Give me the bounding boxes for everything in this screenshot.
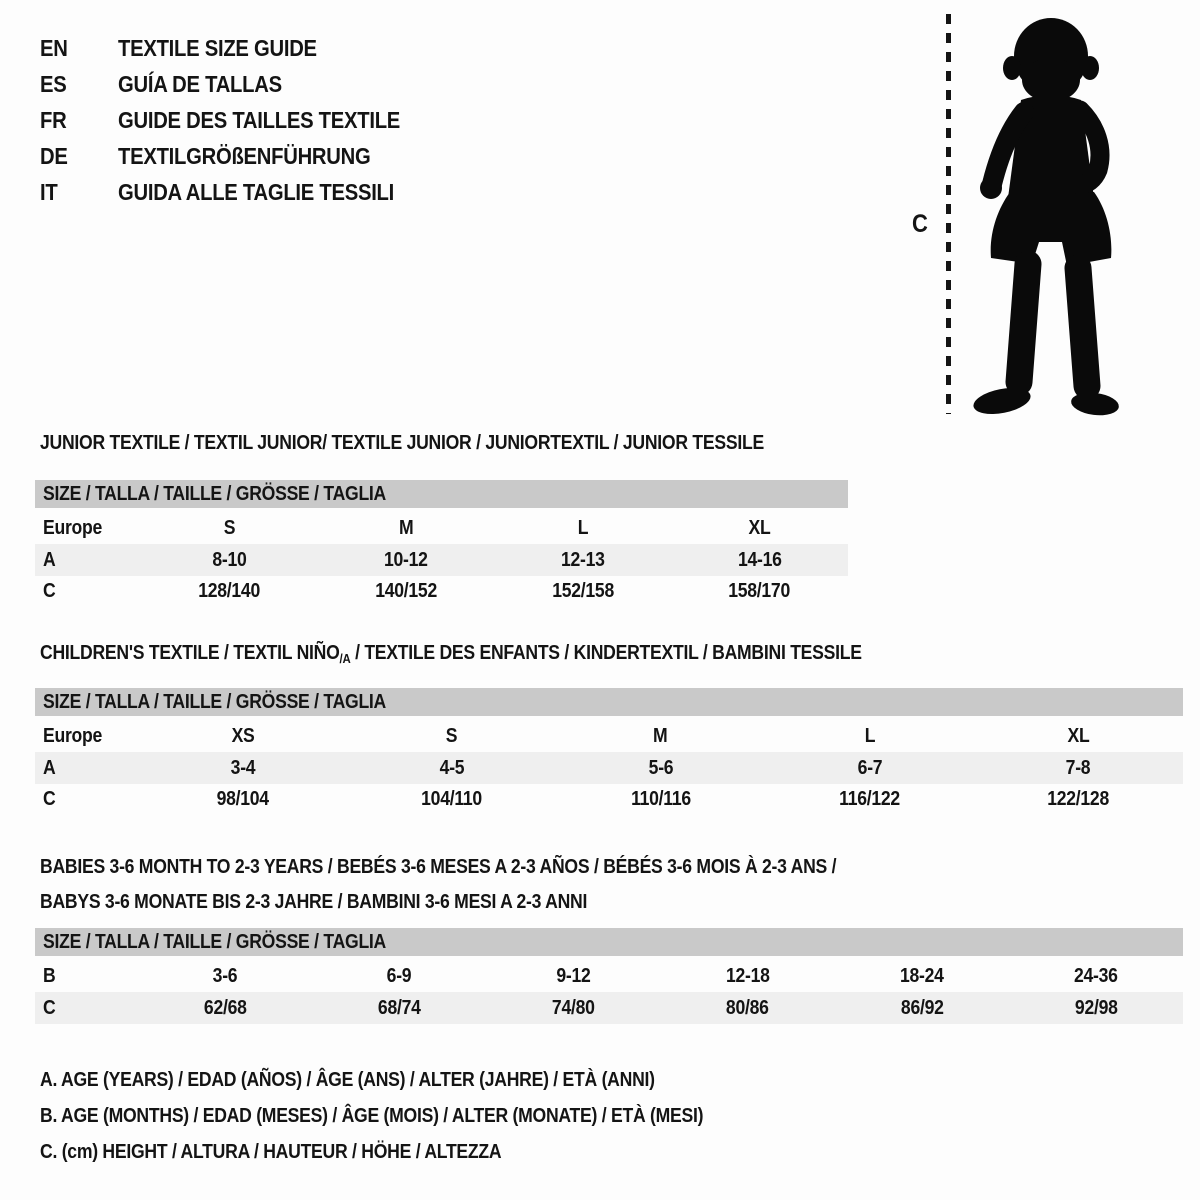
height-cell: 92/98 — [1074, 996, 1118, 1019]
table-row-height: C 128/140 140/152 152/158 158/170 — [35, 576, 848, 607]
size-cell: XL — [1067, 725, 1090, 747]
language-row-fr: FR GUIDE DES TAILLES TEXTILE — [40, 102, 439, 138]
language-row-es: ES GUÍA DE TALLAS — [40, 66, 439, 102]
size-cell: M — [653, 725, 668, 747]
table-row-europe: Europe S M L XL — [35, 513, 848, 544]
size-cell: S — [223, 517, 235, 539]
language-code: IT — [40, 178, 58, 205]
age-cell: 18-24 — [899, 965, 944, 987]
size-header-label: SIZE / TALLA / TAILLE / GRÖSSE / TAGLIA — [43, 482, 387, 505]
height-cell: 86/92 — [900, 996, 944, 1019]
table-row-europe: Europe XS S M L XL — [35, 721, 1183, 752]
footnotes: A. AGE (YEARS) / EDAD (AÑOS) / ÂGE (ANS)… — [40, 1062, 794, 1170]
size-cell: XL — [748, 517, 771, 539]
language-list: EN TEXTILE SIZE GUIDE ES GUÍA DE TALLAS … — [40, 30, 439, 210]
height-cell: 158/170 — [728, 580, 791, 602]
height-cell: 68/74 — [378, 996, 421, 1019]
language-code: ES — [40, 70, 67, 97]
junior-section-title: JUNIOR TEXTILE / TEXTIL JUNIOR/ TEXTILE … — [40, 432, 764, 454]
row-label: C — [43, 996, 56, 1019]
age-cell: 9-12 — [556, 965, 591, 987]
language-row-it: IT GUIDA ALLE TAGLIE TESSILI — [40, 174, 439, 210]
children-section-title: CHILDREN'S TEXTILE / TEXTIL NIÑO/A / TEX… — [40, 642, 862, 666]
height-cell: 74/80 — [552, 996, 595, 1019]
size-cell: L — [577, 517, 588, 539]
height-dashed-line — [946, 14, 951, 414]
age-cell: 6-7 — [857, 756, 882, 779]
age-cell: 3-6 — [213, 965, 238, 987]
language-row-en: EN TEXTILE SIZE GUIDE — [40, 30, 439, 66]
language-label: TEXTILE SIZE GUIDE — [118, 34, 317, 61]
size-cell: XS — [231, 725, 255, 747]
children-size-table: SIZE / TALLA / TAILLE / GRÖSSE / TAGLIA … — [35, 688, 1183, 815]
age-cell: 6-9 — [387, 965, 412, 987]
age-cell: 3-4 — [230, 756, 256, 779]
age-cell: 12-18 — [725, 965, 770, 987]
size-header-band: SIZE / TALLA / TAILLE / GRÖSSE / TAGLIA — [35, 480, 848, 508]
size-header-band: SIZE / TALLA / TAILLE / GRÖSSE / TAGLIA — [35, 688, 1183, 716]
height-cell: 116/122 — [839, 788, 900, 810]
height-cell: 98/104 — [216, 788, 270, 810]
footnote-c: C. (cm) HEIGHT / ALTURA / HAUTEUR / HÖHE… — [40, 1140, 502, 1163]
table-row-age: A 8-10 10-12 12-13 14-16 — [35, 544, 848, 576]
height-cell: 140/152 — [375, 580, 437, 602]
language-label: TEXTILGRÖßENFÜHRUNG — [118, 142, 371, 169]
age-cell: 7-8 — [1066, 756, 1091, 779]
language-code: DE — [40, 142, 68, 169]
age-cell: 24-36 — [1074, 965, 1118, 987]
row-label: C — [43, 580, 56, 602]
age-cell: 10-12 — [384, 548, 428, 571]
height-cell: 62/68 — [203, 996, 247, 1019]
babies-section-title-line1: BABIES 3-6 MONTH TO 2-3 YEARS / BEBÉS 3-… — [40, 856, 837, 878]
toddler-silhouette-icon — [973, 18, 1119, 416]
row-label: C — [43, 788, 56, 810]
row-label: B — [43, 965, 56, 987]
language-label: GUÍA DE TALLAS — [118, 70, 282, 97]
table-row-age-months: B 3-6 6-9 9-12 12-18 18-24 24-36 — [35, 961, 1183, 992]
row-label: Europe — [43, 725, 103, 747]
title-subscript: /A — [339, 651, 351, 666]
age-cell: 12-13 — [560, 548, 605, 571]
height-cell: 152/158 — [551, 580, 614, 602]
size-header-band: SIZE / TALLA / TAILLE / GRÖSSE / TAGLIA — [35, 928, 1183, 956]
height-cell: 80/86 — [726, 996, 770, 1019]
table-row-height: C 62/68 68/74 74/80 80/86 86/92 92/98 — [35, 992, 1183, 1024]
language-code: FR — [40, 106, 67, 133]
table-row-age: A 3-4 4-5 5-6 6-7 7-8 — [35, 752, 1183, 784]
age-cell: 5-6 — [648, 756, 673, 779]
height-cell: 128/140 — [198, 580, 260, 602]
size-cell: L — [864, 725, 875, 747]
size-header-label: SIZE / TALLA / TAILLE / GRÖSSE / TAGLIA — [43, 930, 387, 953]
age-cell: 14-16 — [737, 548, 782, 571]
toddler-silhouette-image — [962, 12, 1140, 422]
babies-section-title-line2: BABYS 3-6 MONATE BIS 2-3 JAHRE / BAMBINI… — [40, 891, 588, 913]
size-cell: S — [445, 725, 458, 747]
size-header-label: SIZE / TALLA / TAILLE / GRÖSSE / TAGLIA — [43, 690, 387, 713]
height-cell: 122/128 — [1047, 788, 1110, 810]
age-cell: 4-5 — [439, 756, 465, 779]
language-label: GUIDE DES TAILLES TEXTILE — [118, 106, 401, 133]
language-label: GUIDA ALLE TAGLIE TESSILI — [118, 178, 395, 205]
height-cell: 110/116 — [630, 788, 691, 810]
height-measure-label: C — [912, 210, 928, 238]
language-row-de: DE TEXTILGRÖßENFÜHRUNG — [40, 138, 439, 174]
footnote-a: A. AGE (YEARS) / EDAD (AÑOS) / ÂGE (ANS)… — [40, 1068, 655, 1091]
age-cell: 8-10 — [212, 548, 247, 571]
table-row-height: C 98/104 104/110 110/116 116/122 122/128 — [35, 784, 1183, 815]
language-code: EN — [40, 34, 68, 61]
size-cell: M — [398, 517, 414, 539]
height-cell: 104/110 — [421, 788, 483, 810]
junior-size-table: SIZE / TALLA / TAILLE / GRÖSSE / TAGLIA … — [35, 480, 848, 607]
row-label: A — [43, 756, 56, 779]
row-label: A — [43, 548, 56, 571]
babies-size-table: SIZE / TALLA / TAILLE / GRÖSSE / TAGLIA … — [35, 928, 1183, 1024]
row-label: Europe — [43, 517, 103, 539]
footnote-b: B. AGE (MONTHS) / EDAD (MESES) / ÂGE (MO… — [40, 1104, 704, 1127]
